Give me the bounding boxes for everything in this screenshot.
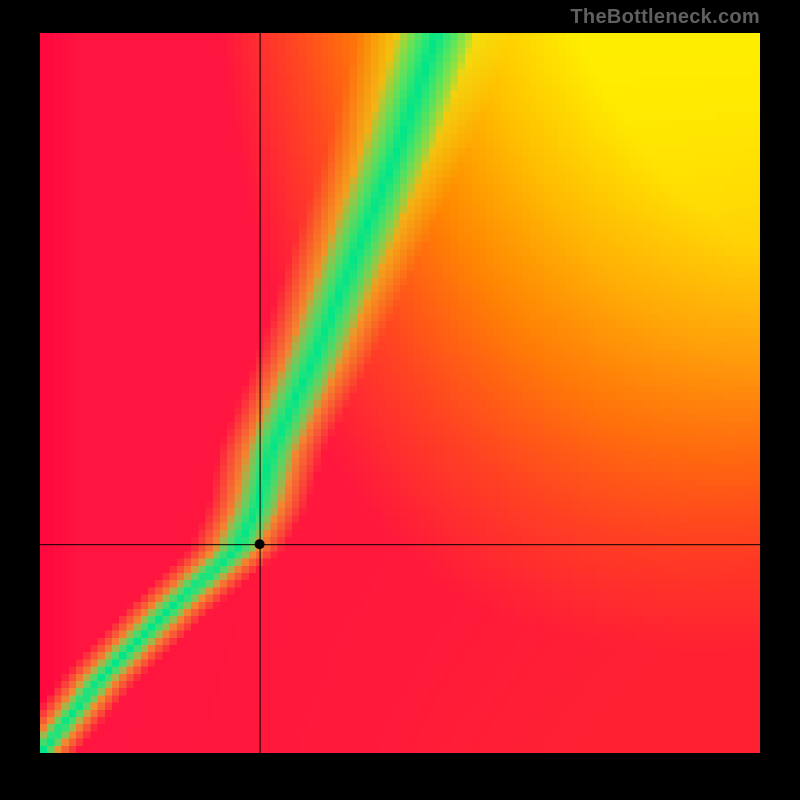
watermark-text: TheBottleneck.com	[570, 6, 760, 29]
chart-container: TheBottleneck.com	[0, 0, 800, 800]
crosshair-overlay	[40, 33, 760, 753]
